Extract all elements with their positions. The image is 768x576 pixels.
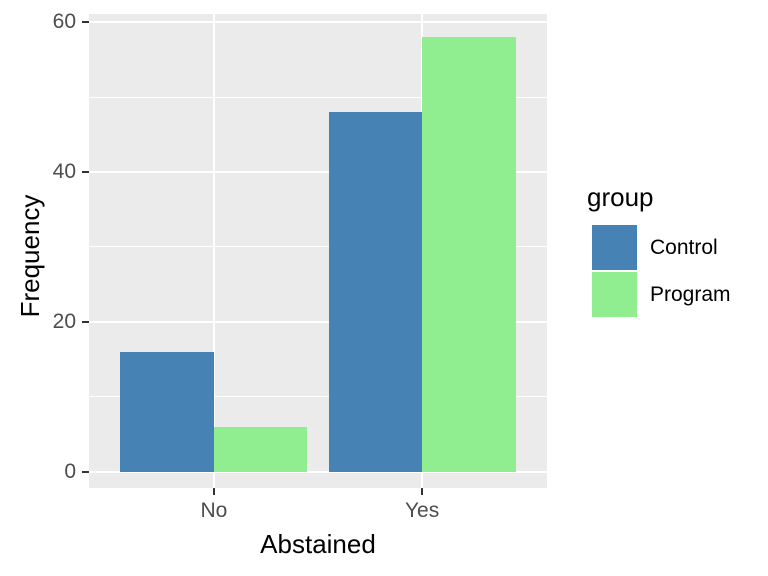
y-tick-label-20: 20 xyxy=(52,309,76,333)
x-tick-no xyxy=(212,488,215,495)
gridline-vertical-No xyxy=(212,14,215,488)
gridline-major-0 xyxy=(89,470,547,473)
gridline-major-60 xyxy=(89,21,547,24)
x-axis-title: Abstained xyxy=(260,529,376,559)
plot-panel xyxy=(89,14,547,488)
gridline-major-40 xyxy=(89,171,547,173)
bar-yes-control xyxy=(328,112,423,472)
bar-no-program xyxy=(213,426,308,472)
y-tick-40 xyxy=(82,171,89,173)
y-tick-label-40: 40 xyxy=(52,160,76,183)
legend-item-program: Program xyxy=(592,272,731,317)
y-tick-0 xyxy=(82,470,89,473)
y-tick-20 xyxy=(82,320,89,323)
y-axis-title: Frequency xyxy=(15,194,45,318)
x-tick-yes xyxy=(421,488,424,495)
legend-key-control-swatch xyxy=(592,225,637,270)
gridline-minor-30 xyxy=(89,246,547,248)
legend-item-control: Control xyxy=(592,225,731,270)
legend-label-control: Control xyxy=(650,235,718,259)
bar-yes-program xyxy=(422,37,516,472)
bar-no-control xyxy=(120,351,214,472)
legend-items: Control Program xyxy=(587,225,731,317)
y-tick-label-0: 0 xyxy=(64,459,76,483)
y-tick-label-60: 60 xyxy=(52,10,76,34)
gridline-minor-10 xyxy=(89,396,547,398)
y-tick-60 xyxy=(82,21,89,24)
legend: group Control Program xyxy=(587,182,731,319)
x-tick-label-yes: Yes xyxy=(404,499,440,522)
gridline-minor-50 xyxy=(89,96,547,98)
x-tick-label-no: No xyxy=(200,499,228,522)
legend-label-program: Program xyxy=(650,282,731,306)
legend-title: group xyxy=(587,182,654,212)
gridline-major-20 xyxy=(89,320,547,323)
legend-key-program-swatch xyxy=(592,272,637,317)
